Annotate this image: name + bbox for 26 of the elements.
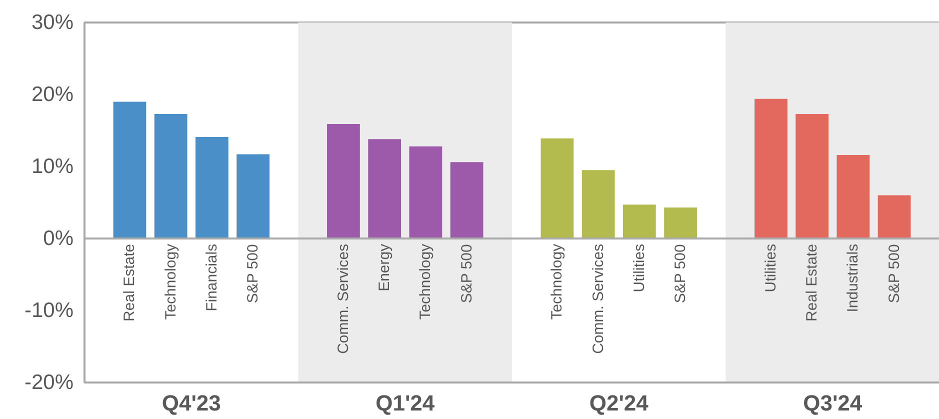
y-tick-label: 10% <box>31 155 74 178</box>
x-tick-label: Technology <box>548 243 566 320</box>
text: Q2'24 <box>589 390 650 416</box>
x-tick-label: Utilities <box>630 244 648 292</box>
text: Q4'23 <box>162 390 221 416</box>
x-tick-label: Comm. Services <box>590 244 607 354</box>
y-tick-label: 20% <box>31 83 74 106</box>
y-tick-label: -20% <box>24 371 74 394</box>
x-tick-label: Energy <box>376 243 394 292</box>
x-tick-label: Real Estate <box>804 244 821 322</box>
x-tick-label: S&P 500 <box>244 244 262 304</box>
x-tick-label: Utilities <box>762 244 780 292</box>
x-tick-label: Comm. Services <box>334 244 352 354</box>
x-tick-label: S&P 500 <box>886 244 903 304</box>
x-tick-label: Real Estate <box>121 244 138 322</box>
y-tick-label: 30% <box>31 11 74 34</box>
text: Q3'24 <box>803 390 863 416</box>
x-tick-label: Financials <box>203 244 220 312</box>
y-tick-label: -10% <box>24 299 74 322</box>
text: Q1'24 <box>376 390 436 416</box>
x-tick-label: Technology <box>162 243 180 320</box>
x-tick-label: S&P 500 <box>458 244 476 304</box>
y-tick-label: 0% <box>43 227 74 250</box>
x-tick-label: Technology <box>417 243 434 320</box>
x-tick-label: Industrials <box>844 244 862 312</box>
x-tick-label: S&P 500 <box>672 244 690 304</box>
